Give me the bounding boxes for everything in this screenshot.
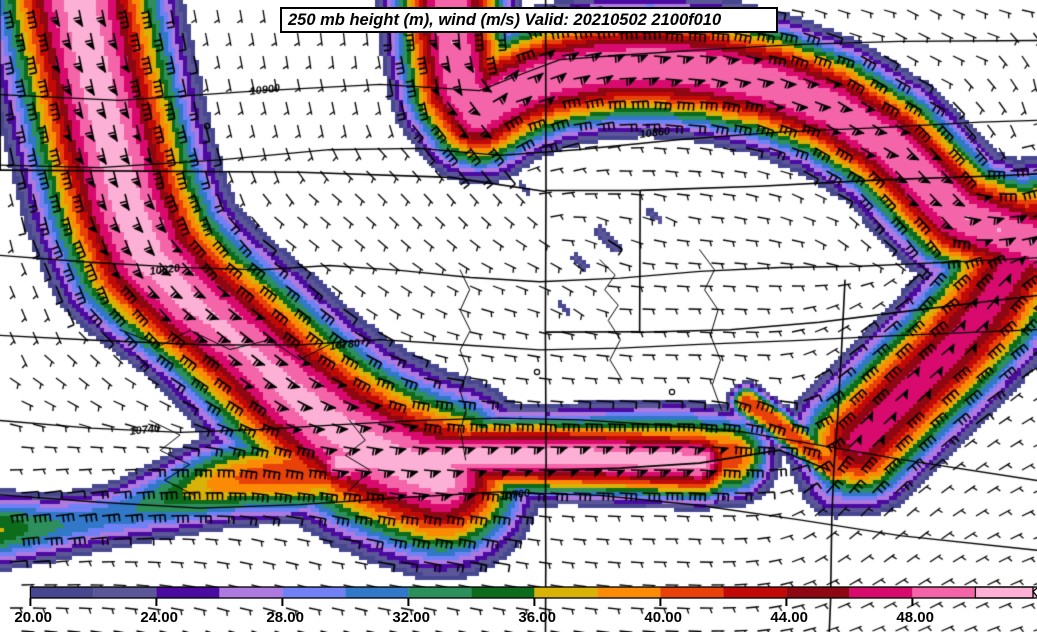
svg-text:36.00: 36.00	[518, 609, 556, 626]
svg-text:28.00: 28.00	[266, 609, 304, 626]
svg-text:44.00: 44.00	[770, 609, 808, 626]
svg-text:48.00: 48.00	[896, 609, 934, 626]
svg-text:20.00: 20.00	[14, 609, 52, 626]
svg-text:24.00: 24.00	[140, 609, 178, 626]
svg-text:40.00: 40.00	[644, 609, 682, 626]
svg-text:32.00: 32.00	[392, 609, 430, 626]
